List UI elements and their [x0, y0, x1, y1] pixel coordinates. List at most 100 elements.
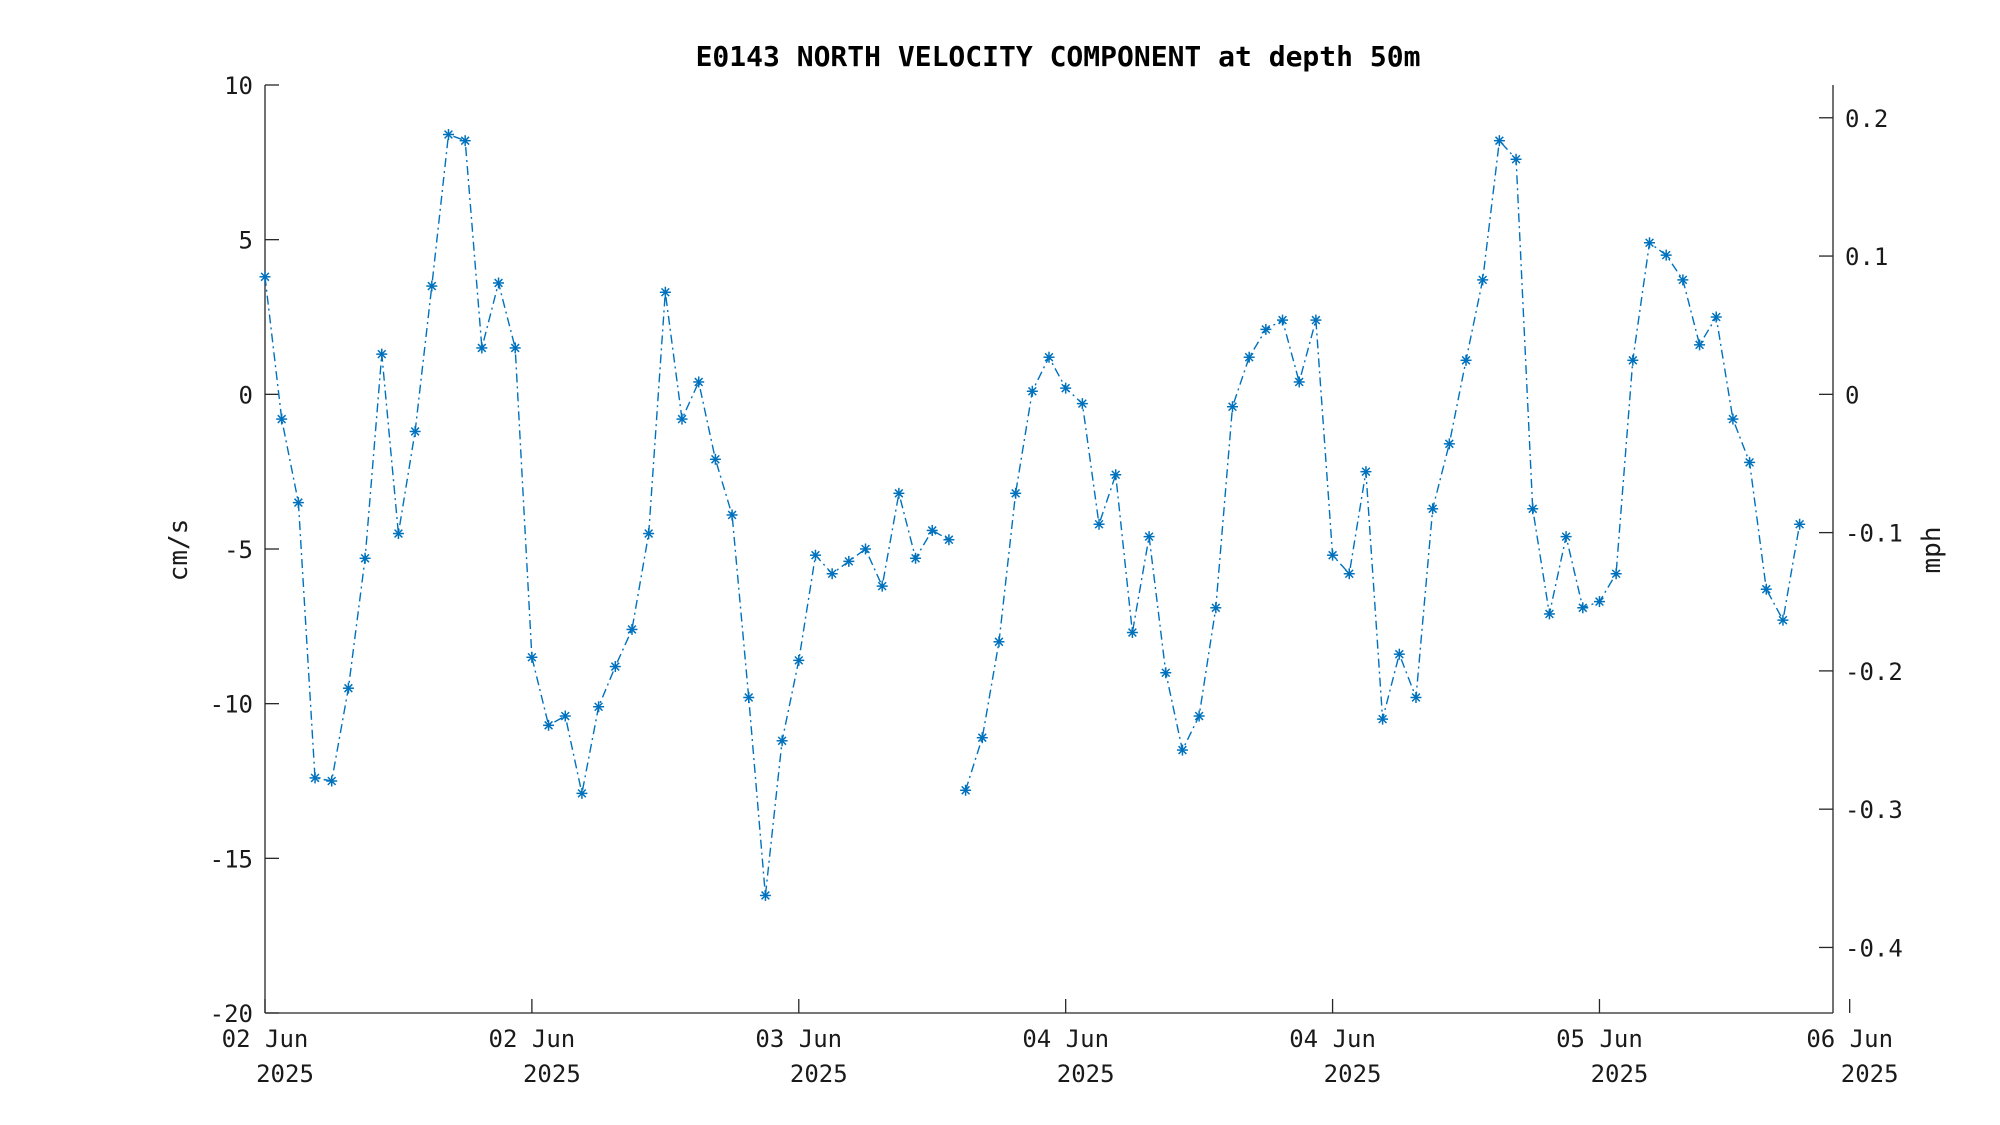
data-point: [676, 413, 688, 425]
data-point: [1176, 744, 1188, 756]
data-point: [1660, 249, 1672, 261]
data-point: [1577, 602, 1589, 614]
data-point: [1527, 503, 1539, 515]
data-point: [960, 784, 972, 796]
data-point: [576, 787, 588, 799]
data-point: [1043, 351, 1055, 363]
x-tick-label-year: 2025: [256, 1060, 314, 1088]
data-point: [1393, 648, 1405, 660]
data-point: [1060, 382, 1072, 394]
data-point: [693, 376, 705, 388]
x-tick-label-date: 03 Jun: [755, 1025, 842, 1053]
data-point: [1627, 354, 1639, 366]
series-line: [264, 133, 950, 896]
data-point: [1777, 614, 1789, 626]
y-tick-label-right: 0: [1845, 381, 1859, 409]
data-point: [1026, 385, 1038, 397]
data-point: [1210, 602, 1222, 614]
y-tick-label-right: -0.3: [1845, 796, 1903, 824]
x-tick-label-date: 02 Jun: [489, 1025, 576, 1053]
data-point: [493, 277, 505, 289]
data-point: [876, 580, 888, 592]
series-line: [964, 139, 1801, 791]
data-point: [1727, 413, 1739, 425]
data-point: [1226, 401, 1238, 413]
chart-title: E0143 NORTH VELOCITY COMPONENT at depth …: [696, 40, 1421, 73]
data-point: [943, 534, 955, 546]
data-point: [759, 889, 771, 901]
y-tick-label-left: -10: [210, 691, 253, 719]
data-point: [1243, 351, 1255, 363]
data-point: [1794, 518, 1806, 530]
data-point: [1760, 583, 1772, 595]
x-tick-label-date: 04 Jun: [1022, 1025, 1109, 1053]
data-point: [1493, 135, 1505, 147]
y-axis-label-right: mph: [1917, 527, 1947, 574]
data-point: [1477, 274, 1489, 286]
data-point: [1260, 323, 1272, 335]
x-tick-label-year: 2025: [1591, 1060, 1649, 1088]
data-point: [1327, 549, 1339, 561]
x-tick-label-date: 04 Jun: [1289, 1025, 1376, 1053]
data-point: [509, 342, 521, 354]
data-point: [1126, 627, 1138, 639]
data-point: [426, 280, 438, 292]
data-point: [593, 701, 605, 713]
data-point: [609, 661, 621, 673]
data-point: [1427, 503, 1439, 515]
x-tick-label-date: 02 Jun: [222, 1025, 309, 1053]
data-point: [1644, 237, 1656, 249]
data-point: [1593, 596, 1605, 608]
data-point: [1410, 691, 1422, 703]
y-axis-label-left: cm/s: [164, 519, 194, 582]
data-point: [1677, 274, 1689, 286]
data-point: [776, 735, 788, 747]
y-tick-label-left: -5: [224, 536, 253, 564]
data-point: [409, 425, 421, 437]
data-point: [359, 552, 371, 564]
x-tick-label-date: 05 Jun: [1556, 1025, 1643, 1053]
axis-ticks: 10 5 0 -5 -10 -15 -20 0.2 0.1 0 -0.1 -0.2 -0.3 -0.4 02…: [210, 72, 1903, 1088]
data-point: [1377, 713, 1389, 725]
data-point: [1694, 339, 1706, 351]
data-point: [1343, 568, 1355, 580]
data-point: [1143, 531, 1155, 543]
data-point: [1710, 311, 1722, 323]
data-point: [926, 524, 938, 536]
data-point: [392, 528, 404, 540]
data-point: [459, 135, 471, 147]
x-tick-label-year: 2025: [790, 1060, 848, 1088]
data-point: [626, 623, 638, 635]
data-point: [860, 543, 872, 555]
data-point: [526, 651, 538, 663]
y-tick-label-left: -15: [210, 845, 253, 873]
data-point: [993, 636, 1005, 648]
data-point: [1560, 531, 1572, 543]
data-point: [1110, 469, 1122, 481]
data-point: [259, 271, 271, 283]
y-tick-label-right: -0.4: [1845, 934, 1903, 962]
data-point: [643, 528, 655, 540]
data-point: [442, 128, 454, 140]
data-point: [1160, 667, 1172, 679]
data-point: [726, 509, 738, 521]
data-point: [309, 772, 321, 784]
data-point: [1193, 710, 1205, 722]
data-point: [826, 568, 838, 580]
data-point: [1610, 568, 1622, 580]
data-point: [476, 342, 488, 354]
y-tick-label-left: -20: [210, 1000, 253, 1028]
x-tick-label-year: 2025: [1057, 1060, 1115, 1088]
x-tick-label-date: 06 Jun: [1806, 1025, 1893, 1053]
data-point: [793, 654, 805, 666]
data-point: [1443, 438, 1455, 450]
data-point: [1510, 153, 1522, 165]
data-point: [326, 775, 338, 787]
data-point: [843, 555, 855, 567]
data-point: [976, 732, 988, 744]
data-series: [259, 128, 1806, 901]
y-tick-label-right: 0.1: [1845, 243, 1888, 271]
x-tick-label-year: 2025: [1324, 1060, 1382, 1088]
data-point: [543, 719, 555, 731]
